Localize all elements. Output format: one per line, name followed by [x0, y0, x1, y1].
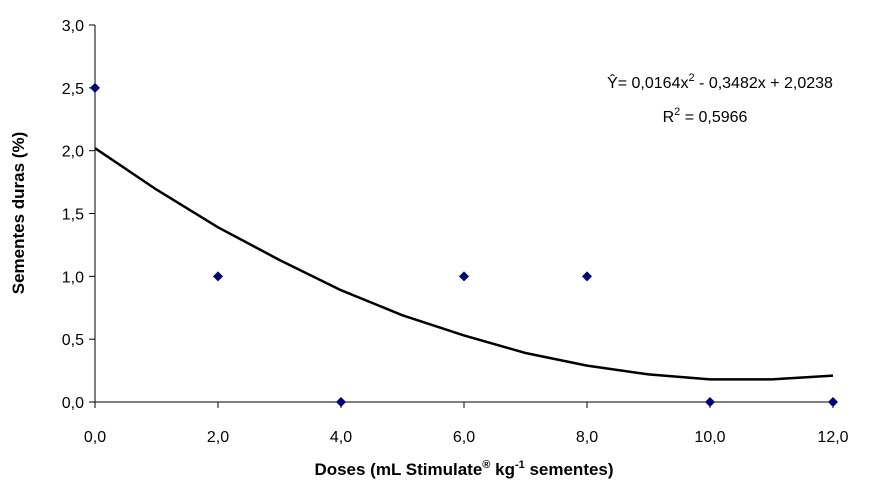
data-point [459, 271, 469, 282]
x-tick-label: 0,0 [84, 429, 106, 446]
trend-line [94, 147, 834, 381]
y-tick-label: 2,0 [62, 144, 84, 161]
y-tick-label: 1,5 [62, 207, 84, 224]
x-axis-title: Doses (mL Stimulate® kg-1 sementes) [314, 459, 613, 479]
superscript: -1 [515, 459, 525, 471]
text-part: sementes) [525, 460, 614, 479]
y-tick-label: 3,0 [62, 18, 84, 35]
data-point [336, 397, 346, 407]
equation: Ŷ= 0,0164x2 - 0,3482x + 2,0238 [607, 72, 833, 92]
y-tick-label: 1,0 [62, 269, 84, 286]
x-tick-label: 8,0 [576, 429, 598, 446]
data-point [582, 271, 592, 282]
text-part: - 0,3482x + 2,0238 [695, 75, 833, 92]
x-tick-label: 2,0 [207, 429, 229, 446]
text-part: Doses (mL Stimulate [314, 460, 482, 479]
superscript: 2 [688, 72, 694, 84]
text-part: = 0,5966 [680, 109, 747, 126]
superscript: 2 [674, 106, 680, 118]
text-part: R [663, 109, 675, 126]
x-tick-label: 6,0 [453, 429, 475, 446]
y-tick-label: 0,5 [62, 332, 84, 349]
superscript: ® [482, 459, 490, 471]
x-tick-label: 4,0 [330, 429, 352, 446]
y-tick-label: 2,5 [62, 81, 84, 98]
data-point [828, 397, 838, 407]
data-point [90, 82, 100, 93]
text-part: kg [490, 460, 515, 479]
data-point [705, 397, 715, 407]
plot-area: 0,0 0,5 1,0 1,5 2,0 2,5 3,0 0,0 2,0 4,0 6,0 8,0 10,0… [62, 18, 849, 446]
x-tick-label: 10,0 [694, 429, 725, 446]
r-squared: R2 = 0,5966 [663, 106, 748, 126]
text-part: Ŷ= 0,0164x [607, 73, 688, 92]
data-point [213, 271, 223, 282]
y-tick-label: 0,0 [62, 395, 84, 412]
x-tick-label: 12,0 [817, 429, 848, 446]
y-axis-title: Sementes duras (%) [9, 132, 28, 295]
